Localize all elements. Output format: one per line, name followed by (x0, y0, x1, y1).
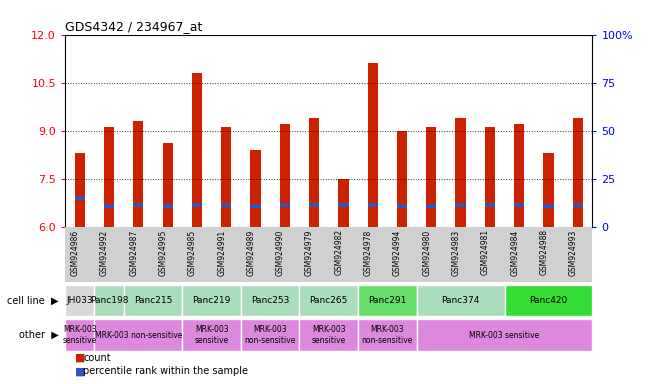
Bar (514, 203, 524, 207)
Bar (299, 285, 358, 316)
Bar (163, 204, 173, 208)
Bar (339, 179, 348, 227)
Bar (397, 204, 407, 208)
Text: GSM924992: GSM924992 (100, 229, 109, 276)
Bar (358, 285, 417, 316)
Bar (309, 118, 319, 227)
Text: Panc265: Panc265 (310, 296, 348, 305)
Bar (182, 285, 241, 316)
Bar (221, 127, 231, 227)
Text: GSM924995: GSM924995 (159, 229, 168, 276)
Bar (124, 285, 182, 316)
Text: GSM924980: GSM924980 (422, 229, 431, 276)
Bar (221, 203, 231, 207)
Bar (544, 204, 553, 208)
Text: ■: ■ (75, 353, 85, 363)
Text: GSM924989: GSM924989 (247, 229, 255, 276)
Text: MRK-003
sensitive: MRK-003 sensitive (195, 325, 229, 345)
Text: cell line  ▶: cell line ▶ (7, 295, 59, 306)
Text: Panc374: Panc374 (441, 296, 480, 305)
Text: GSM924984: GSM924984 (510, 229, 519, 276)
Bar (133, 121, 143, 227)
Text: MRK-003
sensitive: MRK-003 sensitive (312, 325, 346, 345)
Bar (309, 203, 319, 207)
Bar (65, 319, 94, 351)
Text: GSM924985: GSM924985 (188, 229, 197, 276)
Text: MRK-003 non-sensitive: MRK-003 non-sensitive (94, 331, 182, 339)
Text: GSM924991: GSM924991 (217, 229, 227, 276)
Text: GDS4342 / 234967_at: GDS4342 / 234967_at (65, 20, 202, 33)
Text: JH033: JH033 (66, 296, 93, 305)
Text: GSM924993: GSM924993 (569, 229, 577, 276)
Bar (104, 127, 114, 227)
Text: ■: ■ (75, 366, 85, 376)
Bar (75, 153, 85, 227)
Text: MRK-003
non-sensitive: MRK-003 non-sensitive (362, 325, 413, 345)
Bar (339, 203, 348, 207)
Bar (280, 203, 290, 207)
Text: Panc198: Panc198 (90, 296, 128, 305)
Bar (241, 285, 299, 316)
Bar (573, 203, 583, 207)
Bar (426, 127, 436, 227)
Text: count: count (83, 353, 111, 363)
Text: GSM924990: GSM924990 (276, 229, 284, 276)
Text: GSM924983: GSM924983 (452, 229, 460, 276)
Bar (544, 153, 553, 227)
Bar (485, 203, 495, 207)
Bar (94, 285, 124, 316)
Text: Panc253: Panc253 (251, 296, 289, 305)
Bar (163, 143, 173, 227)
Text: percentile rank within the sample: percentile rank within the sample (83, 366, 248, 376)
Text: GSM924988: GSM924988 (540, 229, 548, 275)
Bar (573, 118, 583, 227)
Bar (358, 319, 417, 351)
Bar (65, 285, 94, 316)
Bar (251, 150, 260, 227)
Bar (251, 204, 260, 208)
Bar (241, 319, 299, 351)
Bar (75, 196, 85, 200)
Text: GSM924987: GSM924987 (130, 229, 138, 276)
Bar (485, 127, 495, 227)
Bar (456, 203, 465, 207)
Bar (397, 131, 407, 227)
Text: Panc291: Panc291 (368, 296, 406, 305)
Text: Panc215: Panc215 (134, 296, 172, 305)
Bar (133, 203, 143, 207)
Text: Panc420: Panc420 (529, 296, 568, 305)
Text: MRK-003
sensitive: MRK-003 sensitive (62, 325, 97, 345)
Bar (94, 319, 182, 351)
Text: GSM924979: GSM924979 (305, 229, 314, 276)
Text: GSM924981: GSM924981 (481, 229, 490, 275)
Bar (192, 73, 202, 227)
Text: GSM924978: GSM924978 (364, 229, 372, 276)
Bar (182, 319, 241, 351)
Text: other  ▶: other ▶ (19, 330, 59, 340)
Text: GSM924986: GSM924986 (71, 229, 79, 276)
Text: GSM924994: GSM924994 (393, 229, 402, 276)
Bar (417, 319, 592, 351)
Bar (104, 204, 114, 208)
Text: Panc219: Panc219 (193, 296, 230, 305)
Bar (456, 118, 465, 227)
Bar (417, 285, 505, 316)
Bar (426, 204, 436, 208)
Bar (368, 63, 378, 227)
Text: GSM924982: GSM924982 (335, 229, 344, 275)
Bar (514, 124, 524, 227)
Bar (505, 285, 592, 316)
Bar (368, 203, 378, 207)
Text: MRK-003
non-sensitive: MRK-003 non-sensitive (245, 325, 296, 345)
Bar (280, 124, 290, 227)
Text: MRK-003 sensitive: MRK-003 sensitive (469, 331, 540, 339)
Bar (299, 319, 358, 351)
Bar (192, 203, 202, 207)
